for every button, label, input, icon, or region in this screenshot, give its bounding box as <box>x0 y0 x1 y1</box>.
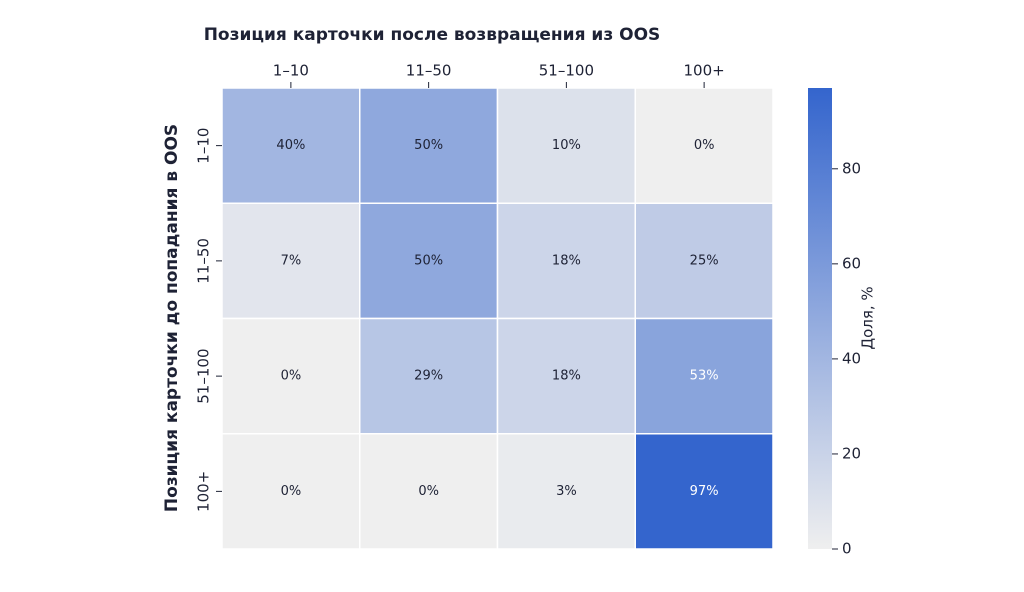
cell <box>221 433 361 550</box>
cell <box>221 202 361 320</box>
x-tick-label: 51–100 <box>539 62 594 80</box>
cell <box>359 87 499 204</box>
colorbar-tick-label: 80 <box>842 159 861 177</box>
cell-label: 97% <box>690 484 719 499</box>
cell-label: 40% <box>276 138 305 153</box>
x-tick-label: 1–10 <box>273 62 309 80</box>
y-tick-label: 11–50 <box>195 238 213 284</box>
cell <box>634 87 774 204</box>
x-tick-label: 100+ <box>684 62 725 80</box>
cell-label: 0% <box>694 138 715 153</box>
cell <box>634 317 774 435</box>
cell-label: 10% <box>552 138 581 153</box>
x-tick-label: 11–50 <box>406 62 452 80</box>
cell-label: 50% <box>414 253 443 268</box>
colorbar-tick-label: 40 <box>842 349 861 367</box>
cell-label: 0% <box>281 484 302 499</box>
cell <box>634 202 774 320</box>
cell-label: 18% <box>552 369 581 384</box>
cell-label: 0% <box>418 484 439 499</box>
colorbar-tick-label: 20 <box>842 444 861 462</box>
colorbar <box>808 88 832 549</box>
cell <box>359 433 499 550</box>
cell-label: 25% <box>690 253 719 268</box>
y-tick-label: 100+ <box>195 471 213 512</box>
cell-label: 0% <box>281 369 302 384</box>
cell-label: 3% <box>556 484 577 499</box>
cell-label: 53% <box>690 369 719 384</box>
y-axis-title: Позиция карточки до попадания в OOS <box>162 124 182 512</box>
colorbar-tick-label: 60 <box>842 254 861 272</box>
chart-title: Позиция карточки после возвращения из OO… <box>204 25 661 45</box>
colorbar-title: Доля, % <box>859 286 877 349</box>
cell-label: 18% <box>552 253 581 268</box>
cell-label: 50% <box>414 138 443 153</box>
cell <box>221 87 361 204</box>
cell <box>359 202 499 320</box>
cell-label: 7% <box>281 253 302 268</box>
cell <box>359 317 499 435</box>
colorbar-tick-label: 0 <box>842 540 852 558</box>
cell-label: 29% <box>414 369 443 384</box>
y-tick-label: 51–100 <box>195 349 213 404</box>
y-tick-label: 1–10 <box>195 128 213 164</box>
cell <box>634 433 774 550</box>
